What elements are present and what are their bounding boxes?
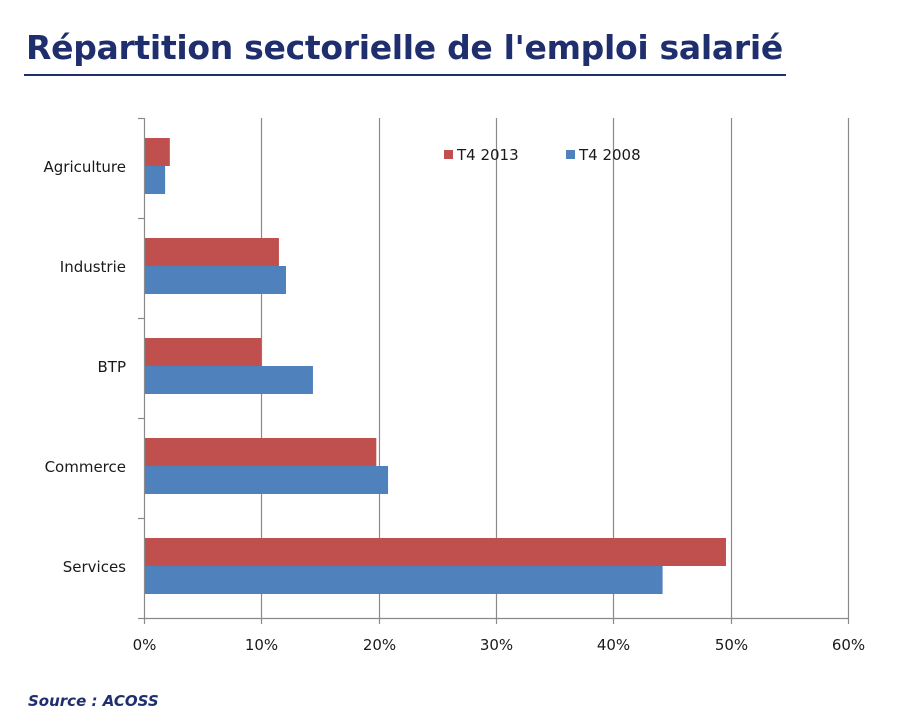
category-label: Commerce [45, 458, 126, 476]
tick-labels: 0% 10% 20% 30% 40% 50% 60% Agriculture Industrie… [44, 158, 866, 654]
legend-swatch [566, 150, 575, 159]
x-tick-label: 10% [245, 636, 278, 654]
x-tick-label: 60% [832, 636, 865, 654]
legend-label: T4 2013 [456, 146, 519, 164]
bar-agriculture-t4-2013 [144, 138, 170, 166]
x-tick-label: 30% [480, 636, 513, 654]
bar-services-t4-2008 [144, 566, 663, 594]
bars [144, 138, 726, 594]
bar-services-t4-2013 [144, 538, 726, 566]
axes [138, 117, 850, 624]
source-note: Source : ACOSS [28, 692, 159, 710]
x-tick-label: 50% [715, 636, 748, 654]
title-underline [24, 74, 786, 76]
bar-btp-t4-2013 [144, 338, 262, 366]
bar-commerce-t4-2013 [144, 438, 377, 466]
legend-label: T4 2008 [578, 146, 641, 164]
x-tick-label: 40% [597, 636, 630, 654]
category-label: Services [63, 558, 126, 576]
legend: T4 2013 T4 2008 [444, 146, 641, 164]
category-label: BTP [98, 358, 127, 376]
bar-btp-t4-2008 [144, 366, 313, 394]
category-label: Agriculture [44, 158, 127, 176]
bar-commerce-t4-2008 [144, 466, 389, 494]
legend-swatch [444, 150, 453, 159]
page-title: Répartition sectorielle de l'emploi sala… [26, 28, 783, 67]
x-tick-label: 20% [363, 636, 396, 654]
category-label: Industrie [60, 258, 126, 276]
bar-industrie-t4-2013 [144, 238, 279, 266]
bar-agriculture-t4-2008 [144, 166, 166, 194]
x-tick-label: 0% [133, 636, 157, 654]
bar-industrie-t4-2008 [144, 266, 286, 294]
